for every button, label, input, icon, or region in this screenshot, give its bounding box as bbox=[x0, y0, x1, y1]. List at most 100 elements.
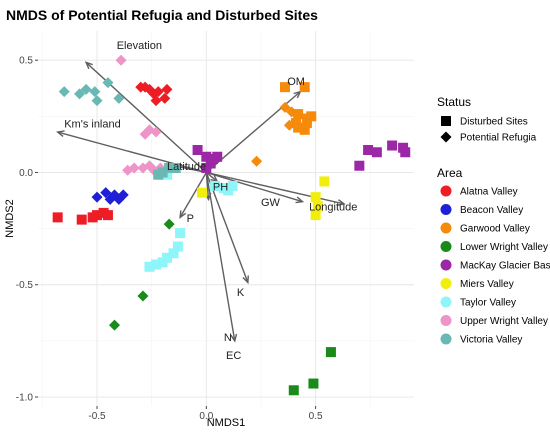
point-square bbox=[312, 201, 323, 212]
point-square bbox=[299, 124, 310, 135]
point-diamond bbox=[283, 119, 295, 131]
axes: -0.5 0.0 0.5 -1.0 -0.5 0.0 0.5 NMDS1 NMDS2 bbox=[4, 56, 323, 429]
point-square bbox=[175, 228, 186, 239]
vector-label: EC bbox=[226, 350, 241, 362]
point-diamond bbox=[251, 155, 263, 167]
area-legend-title: Area bbox=[437, 166, 463, 180]
point-diamond bbox=[159, 92, 171, 104]
point-square bbox=[172, 241, 183, 252]
x-tick-label: 0.5 bbox=[309, 411, 323, 422]
y-axis-label: NMDS2 bbox=[4, 199, 16, 238]
data-points: Elevation OM Km's inland Latitude PH P GW Longi… bbox=[52, 40, 411, 396]
vector-arrowhead bbox=[295, 196, 305, 204]
point-square bbox=[144, 261, 155, 272]
area-legend-label: MacKay Glacier Basin bbox=[460, 261, 550, 272]
vector-arrowhead bbox=[179, 210, 187, 219]
point-diamond bbox=[152, 86, 164, 98]
vector-line bbox=[206, 171, 303, 203]
legend-key-circle bbox=[440, 259, 452, 271]
vector-line bbox=[205, 171, 218, 182]
vector-label: P bbox=[187, 213, 194, 225]
vector-line bbox=[205, 172, 210, 200]
x-tick-label: -0.5 bbox=[88, 411, 106, 422]
vector-label: Longitude bbox=[309, 202, 357, 214]
point-square bbox=[306, 111, 317, 122]
area-legend-label: Lower Wright Valley bbox=[460, 242, 548, 253]
point-square bbox=[310, 210, 321, 221]
vector-label: Km's inland bbox=[64, 119, 121, 131]
y-tick-label: -1.0 bbox=[16, 393, 34, 404]
point-square bbox=[310, 192, 321, 203]
vector-label: Elevation bbox=[117, 40, 162, 52]
point-square bbox=[227, 180, 238, 191]
area-legend-label: Taylor Valley bbox=[460, 298, 516, 309]
point-square bbox=[400, 147, 411, 158]
point-square bbox=[288, 385, 299, 396]
point-diamond bbox=[113, 92, 125, 104]
legend-key-circle bbox=[440, 278, 452, 289]
vector-line bbox=[205, 172, 236, 341]
vector-line bbox=[57, 131, 207, 174]
point-diamond bbox=[150, 126, 162, 138]
area-legend-label: Alatna Valley bbox=[460, 187, 518, 198]
point-square bbox=[363, 145, 374, 156]
point-diamond bbox=[115, 54, 127, 66]
point-square bbox=[76, 214, 87, 225]
area-legend-label: Beacon Valley bbox=[460, 205, 523, 216]
point-square bbox=[308, 378, 319, 389]
vector-arrowhead bbox=[337, 199, 346, 206]
vector-label: GW bbox=[261, 197, 281, 209]
vector-line bbox=[206, 171, 345, 205]
point-square bbox=[201, 162, 212, 173]
point-diamond bbox=[74, 88, 86, 100]
point-diamond bbox=[139, 128, 151, 140]
legend-key-square bbox=[441, 116, 451, 126]
point-square bbox=[168, 248, 179, 259]
point-diamond bbox=[163, 218, 175, 230]
point-square bbox=[325, 347, 336, 358]
legend: Status Disturbed Sites Potential Refugia Ar… bbox=[437, 95, 550, 346]
point-square bbox=[170, 162, 181, 173]
point-square bbox=[164, 162, 175, 173]
point-square bbox=[212, 151, 223, 162]
point-diamond bbox=[150, 95, 162, 107]
point-square bbox=[319, 176, 330, 187]
point-diamond bbox=[109, 319, 121, 331]
vector-arrowhead bbox=[84, 61, 93, 70]
point-square bbox=[387, 140, 398, 151]
legend-key-circle bbox=[440, 241, 452, 252]
vector-label: Latitude bbox=[167, 161, 206, 173]
status-legend-label: Disturbed Sites bbox=[460, 117, 528, 128]
vector-arrowhead bbox=[242, 275, 249, 285]
point-diamond bbox=[137, 290, 149, 302]
point-diamond bbox=[91, 191, 103, 203]
point-diamond bbox=[122, 164, 134, 176]
point-square bbox=[301, 118, 312, 129]
legend-key-circle bbox=[440, 185, 452, 197]
y-tick-label: 0.0 bbox=[19, 168, 33, 179]
point-square bbox=[290, 118, 301, 129]
legend-key-circle bbox=[440, 296, 452, 308]
vector-label: N bbox=[224, 332, 232, 344]
point-diamond bbox=[91, 95, 103, 107]
x-axis-label: NMDS1 bbox=[207, 417, 246, 429]
point-square bbox=[293, 109, 304, 120]
point-diamond bbox=[80, 83, 92, 95]
point-diamond bbox=[100, 187, 112, 199]
point-diamond bbox=[89, 86, 101, 98]
point-square bbox=[157, 167, 168, 178]
point-diamond bbox=[102, 77, 114, 89]
point-square bbox=[52, 212, 63, 223]
point-square bbox=[192, 145, 203, 156]
point-diamond bbox=[128, 162, 140, 174]
legend-key-diamond bbox=[440, 131, 452, 143]
point-square bbox=[354, 160, 365, 171]
point-square bbox=[151, 259, 162, 270]
point-square bbox=[280, 82, 291, 93]
vector-line bbox=[179, 172, 207, 218]
legend-key-circle bbox=[440, 315, 452, 326]
point-square bbox=[102, 210, 113, 221]
vector-label: PH bbox=[213, 181, 228, 193]
